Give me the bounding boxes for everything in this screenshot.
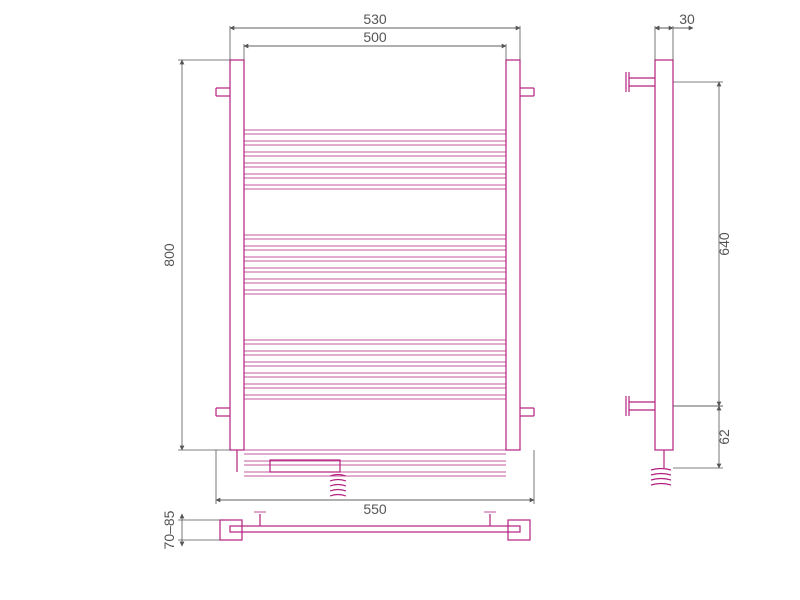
svg-text:550: 550 (363, 501, 387, 517)
svg-text:530: 530 (363, 11, 387, 27)
svg-text:800: 800 (161, 243, 177, 267)
svg-text:70–85: 70–85 (161, 510, 177, 549)
svg-text:62: 62 (716, 429, 732, 445)
svg-text:640: 640 (716, 232, 732, 256)
svg-text:30: 30 (679, 11, 695, 27)
svg-text:500: 500 (363, 29, 387, 45)
